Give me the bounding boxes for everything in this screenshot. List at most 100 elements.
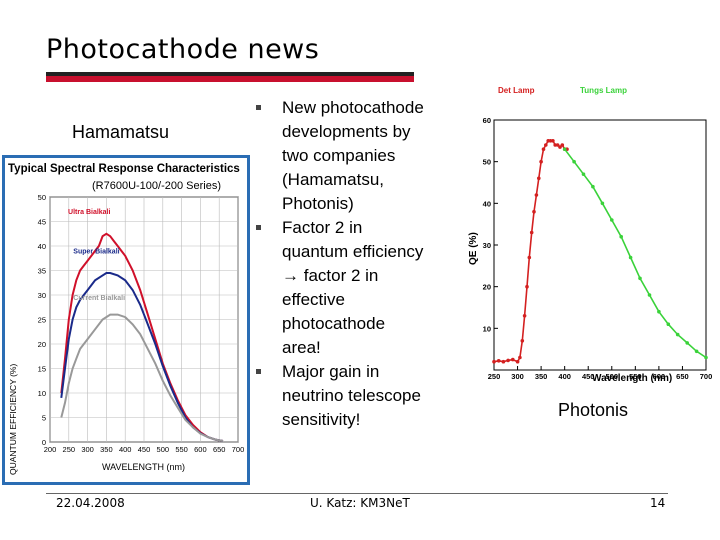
ham-y-tick-label: 25 (38, 316, 46, 325)
pho-y-tick-label: 30 (483, 241, 491, 250)
ham-series-label: Ultra Bialkali (68, 209, 110, 216)
pho-data-point (581, 172, 586, 176)
pho-data-point (600, 201, 605, 206)
pho-data-point (527, 255, 532, 260)
ham-series-label: Current Bialkali (73, 295, 125, 302)
ham-x-tick-label: 600 (194, 445, 207, 454)
bullet-text: Major gain in neutrino telescope sensiti… (282, 362, 421, 429)
pho-x-tick-label: 300 (511, 372, 524, 381)
ham-x-tick-label: 250 (63, 445, 76, 454)
ham-series-label: Super Bialkali (73, 248, 119, 255)
ham-series-line-2 (60, 313, 224, 442)
ham-y-tick-label: 15 (38, 365, 46, 374)
pho-data-point (541, 147, 546, 151)
ham-x-axis-label: WAVELENGTH (nm) (102, 462, 185, 472)
pho-x-tick-label: 500 (606, 372, 619, 381)
ham-x-tick-label: 400 (119, 445, 132, 454)
ham-x-tick-label: 200 (44, 445, 57, 454)
title-underline-dark (46, 72, 414, 76)
pho-data-point (694, 349, 699, 354)
ham-y-tick-label: 40 (38, 242, 46, 251)
pho-data-point (558, 145, 562, 149)
pho-plot-area (493, 119, 707, 371)
pho-x-tick-label: 400 (558, 372, 571, 381)
pho-data-point (685, 341, 689, 345)
pho-x-tick-label: 600 (653, 372, 666, 381)
pho-data-point (532, 209, 536, 214)
chart-background (5, 158, 247, 482)
bullet-marker (256, 225, 261, 230)
pho-data-point (675, 332, 680, 337)
pho-data-point (544, 143, 548, 147)
bullet-marker (256, 105, 261, 110)
hamamatsu-label: Hamamatsu (72, 122, 170, 142)
ham-y-tick-label: 30 (38, 291, 46, 300)
pho-data-point (551, 139, 555, 143)
ham-x-tick-label: 500 (157, 445, 170, 454)
pho-data-point (560, 143, 565, 147)
pho-data-point (525, 284, 529, 289)
pho-y-tick-label: 20 (483, 283, 491, 292)
pho-data-point (666, 322, 671, 326)
pho-x-tick-label: 450 (582, 372, 595, 381)
title-underline-red (46, 76, 414, 82)
ham-chart-subtitle: (R7600U-100/-200 Series) (92, 180, 221, 192)
pho-data-point (638, 276, 642, 281)
ham-chart-title: Typical Spectral Response Characteristic… (8, 163, 240, 175)
pho-x-tick-label: 350 (535, 372, 548, 381)
pho-x-tick-label: 550 (629, 372, 642, 381)
hamamatsu-spectral-chart: Typical Spectral Response Characteristic… (2, 155, 250, 485)
pho-data-point (562, 147, 567, 151)
pho-data-point (520, 339, 525, 343)
bullet-item: Factor 2 in quantum efficiency → factor … (256, 216, 456, 360)
pho-data-point (657, 309, 661, 314)
footer-author: U. Katz: KM3NeT (310, 496, 410, 510)
ham-series-line-0 (60, 232, 224, 442)
pho-data-point (537, 176, 541, 181)
pho-data-point (591, 184, 595, 189)
slide-title: Photocathode news (46, 34, 320, 65)
ham-x-tick-label: 300 (81, 445, 94, 454)
pho-data-point (555, 143, 560, 147)
footer-page-number: 14 (650, 496, 666, 510)
ham-x-tick-label: 550 (175, 445, 188, 454)
pho-y-tick-label: 50 (483, 158, 491, 167)
bullet-text: Factor 2 in quantum efficiency → factor … (282, 218, 424, 357)
pho-data-point (539, 159, 543, 164)
pho-x-tick-label: 250 (488, 372, 501, 381)
pho-data-point (529, 230, 534, 235)
ham-x-tick-label: 650 (213, 445, 226, 454)
bullet-item: Major gain in neutrino telescope sensiti… (256, 360, 456, 432)
photonis-label: Photonis (558, 400, 629, 420)
ham-y-tick-label: 20 (38, 340, 46, 349)
ham-y-tick-label: 50 (38, 193, 46, 202)
pho-data-point (522, 314, 527, 318)
pho-data-point (501, 359, 506, 364)
footer-date: 22.04.2008 (56, 496, 125, 510)
bullet-marker (256, 369, 261, 374)
pho-y-tick-label: 60 (483, 116, 491, 125)
pho-y-tick-label: 40 (483, 199, 491, 208)
pho-data-point (647, 293, 652, 297)
pho-data-point (610, 218, 614, 222)
ham-y-tick-label: 5 (42, 414, 46, 423)
pho-data-point (506, 358, 510, 363)
pho-series-line-0 (493, 139, 567, 363)
pho-data-point (628, 255, 633, 260)
bullet-list: New photocathode developments by two com… (256, 96, 456, 432)
pho-y-tick-label: 10 (483, 324, 491, 333)
pho-x-axis-label: Wavelength (nm) (592, 373, 672, 384)
pho-data-point (492, 359, 496, 364)
legend-tungs-lamp: Tungs Lamp (580, 86, 627, 95)
ham-y-axis-label: QUANTUM EFFICIENCY (%) (8, 364, 18, 475)
bullet-item: New photocathode developments by two com… (256, 96, 456, 216)
ham-y-tick-label: 35 (38, 267, 46, 276)
pho-data-point (619, 234, 623, 239)
ham-y-tick-label: 0 (42, 438, 46, 447)
pho-data-point (496, 359, 501, 363)
pho-data-point (572, 159, 576, 164)
pho-y-axis-label: QE (%) (468, 232, 479, 265)
ham-x-tick-label: 700 (232, 445, 245, 454)
ham-y-tick-label: 10 (38, 389, 46, 398)
pho-data-point (534, 193, 539, 197)
